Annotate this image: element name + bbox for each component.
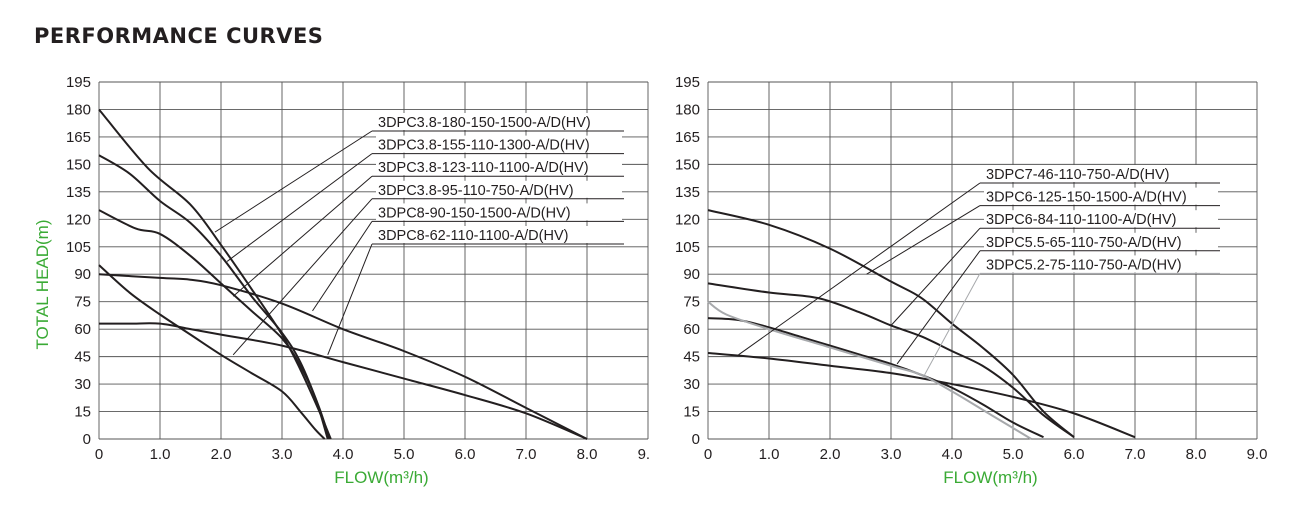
- left-y-tick-label: 45: [74, 349, 91, 366]
- right-x-tick-label: 7.0: [1125, 446, 1146, 463]
- right-x-tick-label: 4.0: [942, 446, 963, 463]
- left-y-tick-label: 105: [66, 239, 91, 256]
- left-x-tick-label: 2.0: [211, 446, 232, 463]
- left-leader-line-4: [312, 221, 373, 312]
- right-series-label: 3DPC5.2-75-110-750-A/D(HV): [986, 257, 1182, 273]
- left-x-tick-label: 6.0: [455, 446, 476, 463]
- right-series-label: 3DPC6-84-110-1100-A/D(HV): [986, 212, 1176, 228]
- left-label-bg-0: [376, 113, 622, 130]
- left-grid: [98, 81, 649, 440]
- right-series-curve-1: [707, 209, 1075, 438]
- right-y-tick-label: 150: [675, 156, 700, 173]
- left-y-tick-label: 90: [74, 266, 91, 283]
- left-x-axis-title: FLOW(m³/h): [334, 468, 428, 487]
- left-y-tick-label: 120: [66, 211, 91, 228]
- chart-right: 0 15 30 45 60 75 90 105 120 135 150 165 180 195 0 1.0 2.…: [675, 74, 1268, 487]
- left-series-label: 3DPC3.8-180-150-1500-A/D(HV): [378, 115, 591, 131]
- left-y-tick-label: 135: [66, 184, 91, 201]
- right-y-tick-label: 105: [675, 239, 700, 256]
- left-leader-line-0: [214, 130, 373, 233]
- left-x-tick-label: 5.0: [394, 446, 415, 463]
- right-series-curve-4: [707, 300, 1032, 440]
- left-series-label: 3DPC8-90-150-1500-A/D(HV): [378, 205, 571, 221]
- right-x-axis-title: FLOW(m³/h): [943, 468, 1037, 487]
- left-label-bg-2: [376, 158, 622, 176]
- right-label-bg-1: [984, 187, 1218, 205]
- right-x-tick-label: 8.0: [1186, 446, 1207, 463]
- right-y-tick-label: 195: [675, 74, 700, 91]
- right-series-curve-0: [707, 351, 1136, 439]
- left-y-tick-label: 195: [66, 74, 91, 91]
- right-label-bg-3: [984, 232, 1218, 250]
- left-y-tick-label: 180: [66, 101, 91, 118]
- left-y-tick-label: 15: [74, 404, 91, 421]
- left-x-tick-label: 1.0: [150, 446, 171, 463]
- chart-left: 0 15 30 45 60 75 90 105 120 135 150 165 180 195 0 1.0 2.…: [33, 74, 650, 487]
- right-y-tick-label: 120: [675, 211, 700, 228]
- right-y-tick-label: 45: [683, 349, 700, 366]
- right-label-bg-4: [984, 255, 1218, 273]
- right-x-tick-label: 3.0: [881, 446, 902, 463]
- right-y-tick-label: 165: [675, 129, 700, 146]
- right-leader-line-2: [890, 227, 981, 326]
- left-leader-line-5: [327, 243, 373, 355]
- right-y-tick-label: 30: [683, 376, 700, 393]
- right-y-tick-label: 15: [683, 404, 700, 421]
- right-x-tick-label: 2.0: [820, 446, 841, 463]
- right-leader-line-0: [738, 182, 981, 356]
- left-leader-line-3: [232, 198, 373, 356]
- left-y-tick-label: 165: [66, 129, 91, 146]
- left-y-tick-label: 150: [66, 156, 91, 173]
- right-label-bg-0: [984, 165, 1218, 182]
- right-label-bg-2: [984, 210, 1218, 228]
- right-y-tick-label: 60: [683, 321, 700, 338]
- right-leader-line-1: [866, 205, 981, 275]
- left-y-tick-label: 30: [74, 376, 91, 393]
- right-leader-line-3: [896, 250, 981, 365]
- left-label-bg-3: [376, 180, 622, 198]
- right-y-tick-label: 135: [675, 184, 700, 201]
- left-series-curve-4: [98, 273, 588, 440]
- left-series-curve-3: [98, 264, 326, 440]
- left-y-axis-title: TOTAL HEAD(m): [33, 219, 52, 349]
- left-x-tick-label: 4.0: [333, 446, 354, 463]
- left-x-tick-label: 7.0: [516, 446, 537, 463]
- right-x-tick-label: 5.0: [1003, 446, 1024, 463]
- right-series-label: 3DPC7-46-110-750-A/D(HV): [986, 167, 1169, 183]
- right-y-tick-label: 90: [683, 266, 700, 283]
- left-y-tick-label: 75: [74, 294, 91, 311]
- right-series-curve-3: [707, 317, 1044, 439]
- left-label-bg-4: [376, 203, 622, 221]
- left-series-curve-2: [98, 209, 329, 440]
- right-x-tick-label: 9.0: [1247, 446, 1268, 463]
- right-y-tick-label: 75: [683, 294, 700, 311]
- left-x-tick-label: 3.0: [272, 446, 293, 463]
- left-series-curve-5: [99, 322, 588, 440]
- left-y-tick-label: 0: [83, 431, 91, 448]
- right-y-tick-label: 0: [692, 431, 700, 448]
- left-series-curve-0: [98, 108, 332, 440]
- right-x-tick-label: 0: [704, 446, 712, 463]
- left-series-label: 3DPC8-62-110-1100-A/D(HV): [378, 228, 568, 244]
- left-leader-line-1: [226, 153, 373, 262]
- left-series-label: 3DPC3.8-155-110-1300-A/D(HV): [378, 138, 590, 154]
- right-x-tick-label: 6.0: [1064, 446, 1085, 463]
- left-series-curve-1: [98, 154, 331, 440]
- left-x-tick-label: 0: [95, 446, 103, 463]
- right-series-label: 3DPC6-125-150-1500-A/D(HV): [986, 190, 1187, 206]
- right-x-tick-label: 1.0: [759, 446, 780, 463]
- page-title: PERFORMANCE CURVES: [34, 24, 324, 48]
- right-series-curve-2: [707, 282, 1075, 438]
- left-series-label: 3DPC3.8-95-110-750-A/D(HV): [378, 183, 574, 199]
- left-label-bg-1: [376, 135, 622, 153]
- left-x-tick-label: 9.0: [638, 446, 650, 463]
- right-leader-line-4: [924, 273, 981, 376]
- left-leader-line-2: [232, 175, 373, 297]
- left-y-tick-label: 60: [74, 321, 91, 338]
- right-y-tick-label: 180: [675, 101, 700, 118]
- left-label-bg-5: [376, 226, 622, 243]
- left-series-label: 3DPC3.8-123-110-1100-A/D(HV): [378, 160, 589, 176]
- right-series-label: 3DPC5.5-65-110-750-A/D(HV): [986, 235, 1182, 251]
- left-x-tick-label: 8.0: [577, 446, 598, 463]
